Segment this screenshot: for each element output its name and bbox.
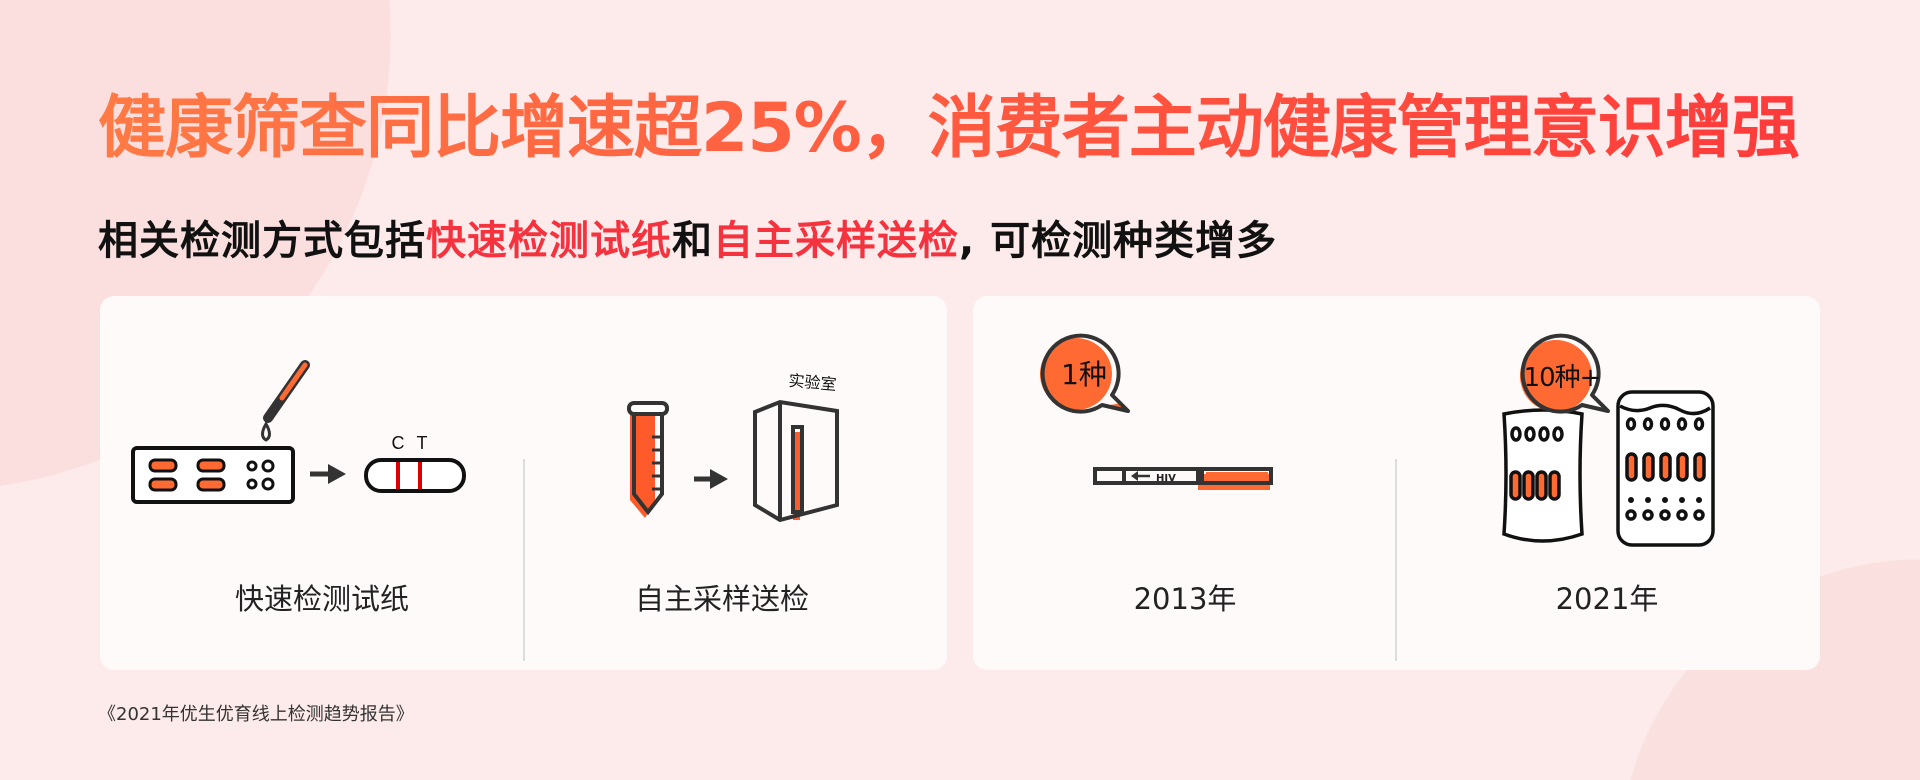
- speech-bubble-1-type: 1种: [1040, 333, 1130, 414]
- laboratory-icon: 实验室: [753, 371, 839, 523]
- year-2021-label: 2021年: [1555, 582, 1659, 616]
- source-citation: 《2021年优生优育线上检测趋势报告》: [98, 704, 414, 725]
- divider: [523, 459, 525, 661]
- dropper-icon: [261, 360, 310, 442]
- test-strip-icon: C T: [364, 433, 466, 493]
- subtitle-text: , 可检测种类增多: [959, 218, 1278, 264]
- test-cartridge-large-icon: [1616, 390, 1715, 547]
- hiv-label: HIV: [1156, 473, 1176, 484]
- self-sampling-label: 自主采样送检: [634, 582, 810, 616]
- test-cartridge-small-icon: [1502, 408, 1584, 543]
- arrow-right-icon: [694, 469, 728, 489]
- year-2013-label: 2013年: [1133, 582, 1237, 616]
- strip-c-label: C: [392, 433, 405, 453]
- subtitle-highlight: 快速检测试纸: [426, 218, 672, 264]
- subtitle-highlight: 自主采样送检: [713, 218, 959, 264]
- subtitle-text: 相关检测方式包括: [98, 218, 426, 264]
- arrow-right-icon: [310, 464, 346, 484]
- bubble-label: 10种+: [1524, 363, 1601, 393]
- strip-t-label: T: [417, 433, 428, 453]
- page-title: 健康筛查同比增速超25%，消费者主动健康管理意识增强: [98, 72, 1800, 171]
- divider: [1395, 459, 1397, 661]
- speech-bubble-10-types: 10种+: [1520, 333, 1610, 414]
- sample-tube-icon: [627, 401, 669, 518]
- lab-label: 实验室: [788, 371, 837, 394]
- bubble-label: 1种: [1061, 358, 1107, 391]
- page-subtitle: 相关检测方式包括快速检测试纸和自主采样送检, 可检测种类增多: [98, 208, 1277, 266]
- subtitle-text: 和: [672, 218, 713, 264]
- rapid-test-label: 快速检测试纸: [234, 582, 410, 616]
- test-cassette-icon: [131, 446, 295, 504]
- hiv-test-strip-icon: HIV: [1093, 467, 1273, 490]
